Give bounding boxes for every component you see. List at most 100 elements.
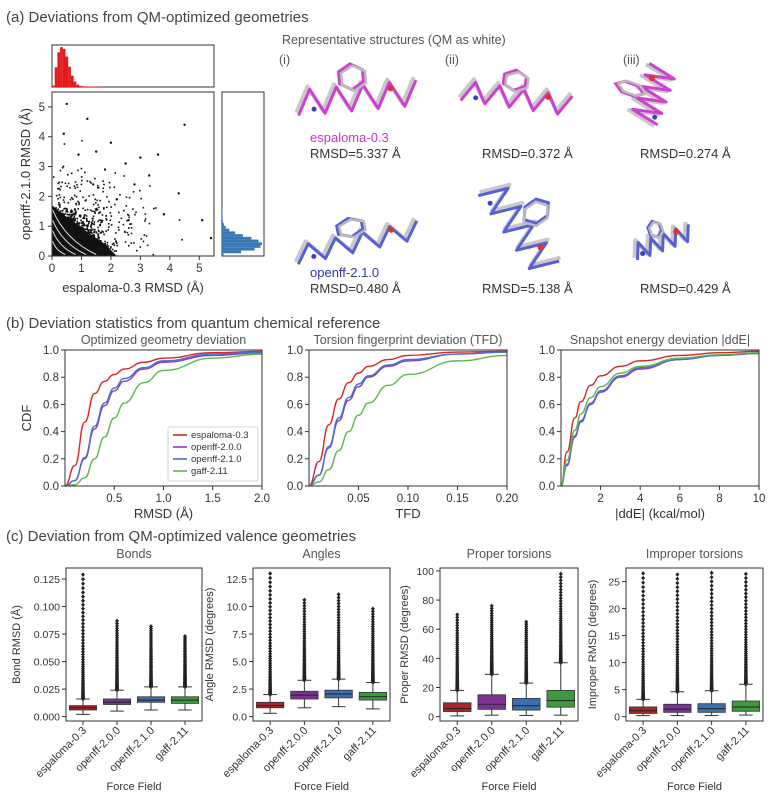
structure-rmsd-r1-c0: RMSD=0.480 Å xyxy=(310,281,401,296)
cdf-xtick: 0.10 xyxy=(397,493,419,505)
scatter-ytick: 2 xyxy=(39,191,45,203)
box-outlier xyxy=(336,592,341,597)
box-outlier xyxy=(302,622,307,627)
cdf-ytick: 1.0 xyxy=(287,345,303,357)
box-outlier xyxy=(675,654,680,660)
box-outlier xyxy=(302,631,307,637)
scatter-point xyxy=(94,150,98,153)
hist-y-frame xyxy=(221,91,265,257)
box-outlier xyxy=(675,600,680,606)
box-outlier xyxy=(336,607,341,612)
scatter-point xyxy=(183,123,186,127)
scatter-point xyxy=(115,198,119,201)
cdf-xtick: 0.5 xyxy=(106,493,122,505)
cdf-ytick: 0.4 xyxy=(43,427,60,439)
structure-col-i: (i) xyxy=(279,53,290,67)
box-outlier xyxy=(268,656,273,661)
scatter-ytick: 3 xyxy=(39,162,45,174)
box-outlier xyxy=(268,588,273,594)
box-ytick: 5.0 xyxy=(232,657,247,669)
box-outlier xyxy=(268,646,273,651)
hist-y-bar xyxy=(222,217,223,221)
box-outlier xyxy=(641,601,646,607)
box-outlier xyxy=(268,632,273,637)
box-outlier xyxy=(268,608,273,613)
hist-x-bar xyxy=(62,48,66,87)
box-outlier xyxy=(336,615,341,620)
box-outlier xyxy=(81,610,85,615)
box-outlier xyxy=(149,626,153,631)
box-xlabel: Force Field xyxy=(294,781,349,793)
box-outlier xyxy=(268,600,273,606)
box-outlier xyxy=(675,650,680,655)
box-outlier xyxy=(370,624,375,629)
molecule-openff-iii xyxy=(632,219,690,261)
scatter-xtick: 4 xyxy=(167,263,174,275)
box-outlier xyxy=(743,635,748,640)
molecule-espaloma-i xyxy=(294,62,418,117)
box-outlier xyxy=(641,634,646,639)
box-outlier xyxy=(81,662,85,667)
box-outlier xyxy=(641,589,646,594)
cdf-ytick: 0.2 xyxy=(43,454,59,466)
hist-y-bar xyxy=(222,225,226,229)
box-outlier xyxy=(743,644,748,650)
box-outlier xyxy=(336,598,341,603)
structure-rmsd-r0-c2: RMSD=0.274 Å xyxy=(640,146,731,161)
scatter-point xyxy=(65,102,68,106)
scatter-point xyxy=(103,168,107,171)
box-plots: Bondsespaloma-0.3openff-2.0.0openff-2.1.… xyxy=(10,547,764,793)
hist-x-bar xyxy=(65,56,69,87)
box-outlier xyxy=(641,666,646,671)
box-ytick: 25 xyxy=(608,577,620,589)
box-category-label: gaff-2.11 xyxy=(528,725,566,763)
box-ytick: 0.125 xyxy=(34,574,60,586)
box-outlier xyxy=(455,612,460,617)
box-outlier xyxy=(524,624,529,629)
cdf-legend: espaloma-0.3openff-2.0.0openff-2.1.0gaff… xyxy=(167,426,259,482)
cdf-ytick: 0.8 xyxy=(287,372,303,384)
box-outlier xyxy=(268,660,273,666)
box-outlier xyxy=(268,575,273,581)
box-outlier xyxy=(709,638,714,643)
box-outlier xyxy=(268,635,273,640)
box-outlier xyxy=(336,632,341,637)
box-outlier xyxy=(709,653,714,658)
structures-title: Representative structures (QM as white) xyxy=(282,33,506,47)
box-outlier xyxy=(81,628,85,633)
box-outlier xyxy=(302,629,307,634)
box-outlier xyxy=(302,617,307,622)
cdf-line-espaloma-0.3 xyxy=(308,350,508,487)
box-outlier xyxy=(268,611,273,617)
scatter-plot: 0 1 2 3 4 5 0 1 2 3 4 5 espaloma-0.3 RMSD (Å) openff-… xyxy=(18,44,265,295)
box-outlier xyxy=(81,602,85,607)
box-ytick: 20 xyxy=(608,604,620,616)
box-outlier xyxy=(743,642,748,647)
cdf-xtick: 10 xyxy=(753,493,766,505)
box-outlier xyxy=(709,599,714,604)
box-outlier xyxy=(370,622,375,627)
cdf-ytick: 0.6 xyxy=(539,399,555,411)
box-outlier xyxy=(336,610,341,615)
cdf-xlabel: RMSD (Å) xyxy=(134,506,193,521)
cdf-plot-2: Snapshot energy deviation |ddE| 2 4 6 8 10 0.0… xyxy=(539,333,765,521)
box-outlier xyxy=(81,637,85,643)
box-outlier xyxy=(641,662,646,667)
box-outlier xyxy=(489,606,494,611)
box-outlier xyxy=(370,609,375,614)
cdf-ytick: 0.0 xyxy=(43,481,59,493)
box-outlier xyxy=(558,598,563,604)
box-outlier xyxy=(558,578,563,583)
cdf-ytick: 0.0 xyxy=(539,481,555,493)
box-outlier xyxy=(709,595,714,600)
cdf-ytick: 0.2 xyxy=(287,454,303,466)
box-outlier xyxy=(743,627,748,632)
box-outlier xyxy=(558,601,563,606)
box-outlier xyxy=(455,640,460,645)
cdf-line-openff-2.1.0 xyxy=(64,351,263,487)
box-outlier xyxy=(709,620,714,625)
scatter-point xyxy=(133,183,136,186)
box-outlier xyxy=(709,629,714,635)
scatter-frame xyxy=(51,91,215,257)
box-outlier xyxy=(524,621,529,627)
